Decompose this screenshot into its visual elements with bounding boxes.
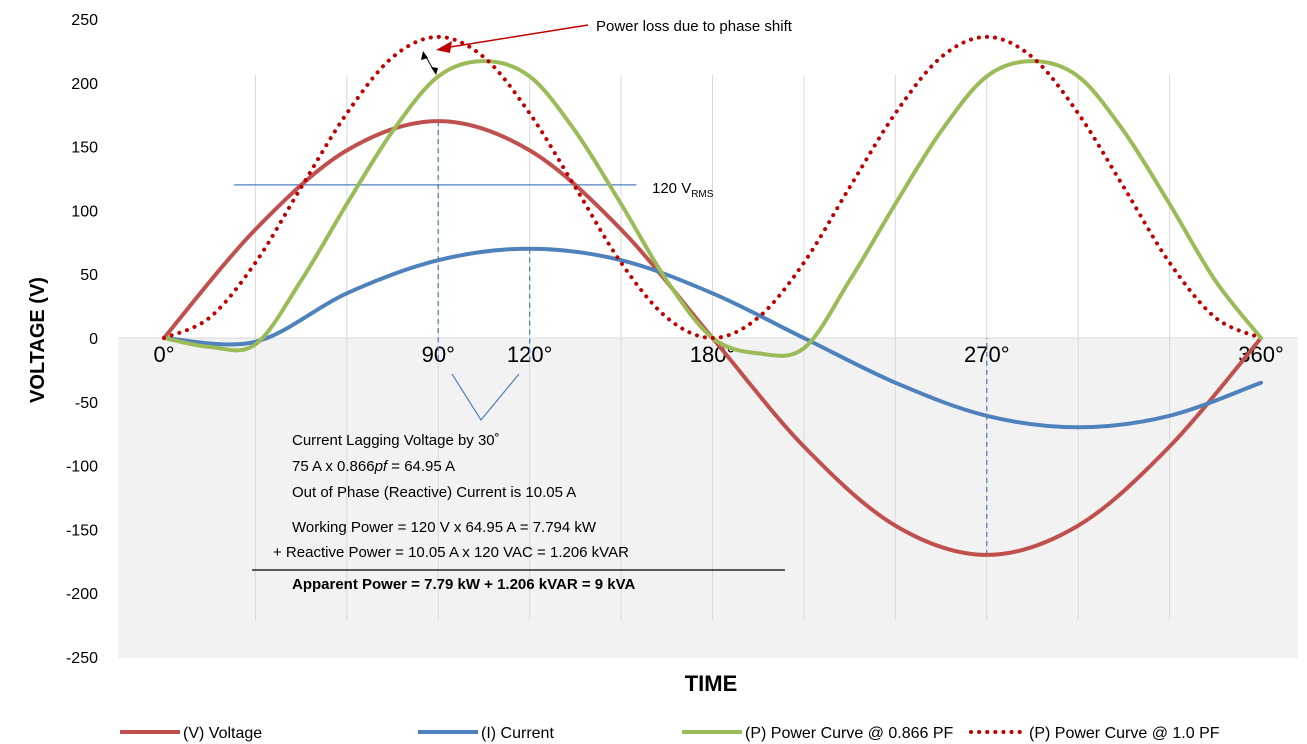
- legend-label: (P) Power Curve @ 1.0 PF: [1029, 725, 1220, 742]
- current-series: [162, 246, 1263, 430]
- y-tick-label: 250: [71, 12, 98, 29]
- power-gap-marker-head-top: [421, 51, 428, 60]
- rms-label: 120 VRMS: [652, 180, 714, 200]
- legend-label: (V) Voltage: [183, 725, 262, 742]
- legend: (V) Voltage (I) Current (P) Power Curve @ …: [120, 725, 1220, 742]
- power-loss-arrow: [443, 24, 589, 49]
- reactive-current-note: Out of Phase (Reactive) Current is 10.05…: [292, 484, 576, 501]
- working-power-note: Working Power = 120 V x 64.95 A = 7.794 …: [292, 519, 597, 536]
- lag-bracket: [451, 373, 520, 422]
- power-loss-label: Power loss due to phase shift: [596, 18, 793, 35]
- legend-label: (P) Power Curve @ 0.866 PF: [745, 725, 954, 742]
- power-curve-10-series: [162, 34, 1263, 341]
- reactive-power-note: + Reactive Power = 10.05 A x 120 VAC = 1…: [273, 544, 629, 561]
- x-axis-title: TIME: [685, 671, 738, 696]
- y-tick-label: 50: [80, 267, 98, 284]
- y-tick-label: -250: [66, 650, 98, 667]
- y-tick-label: 200: [71, 76, 98, 93]
- x-tick-label: 90°: [422, 342, 455, 367]
- legend-label: (I) Current: [481, 725, 554, 742]
- y-axis-title: VOLTAGE (V): [27, 277, 49, 403]
- y-tick-labels: 250 200 150 100 50 0 -50 -100 -150 -200 -250: [66, 12, 98, 667]
- current-calc-note: 75 A x 0.866pf = 64.95 A: [292, 458, 455, 475]
- lower-plot-band: [118, 338, 1298, 658]
- power-gap-marker-head-bottom: [431, 67, 438, 75]
- apparent-power-note: Apparent Power = 7.79 kW + 1.206 kVAR = …: [292, 576, 636, 593]
- lag-note: Current Lagging Voltage by 30˚: [292, 432, 500, 449]
- y-tick-label: 0: [89, 331, 98, 348]
- series-group: [162, 34, 1263, 557]
- x-tick-label: 120°: [507, 342, 553, 367]
- y-tick-label: -100: [66, 459, 98, 476]
- y-tick-label: -150: [66, 522, 98, 539]
- y-tick-label: 100: [71, 203, 98, 220]
- y-tick-label: 150: [71, 140, 98, 157]
- phase-dashed-lines: [437, 121, 988, 555]
- y-tick-label: -200: [66, 586, 98, 603]
- y-tick-label: -50: [75, 395, 98, 412]
- x-tick-label: 0°: [153, 342, 174, 367]
- x-tick-labels: 0° 90° 120° 180° 270° 360°: [153, 342, 1283, 367]
- power-loss-arrow-head: [436, 41, 452, 53]
